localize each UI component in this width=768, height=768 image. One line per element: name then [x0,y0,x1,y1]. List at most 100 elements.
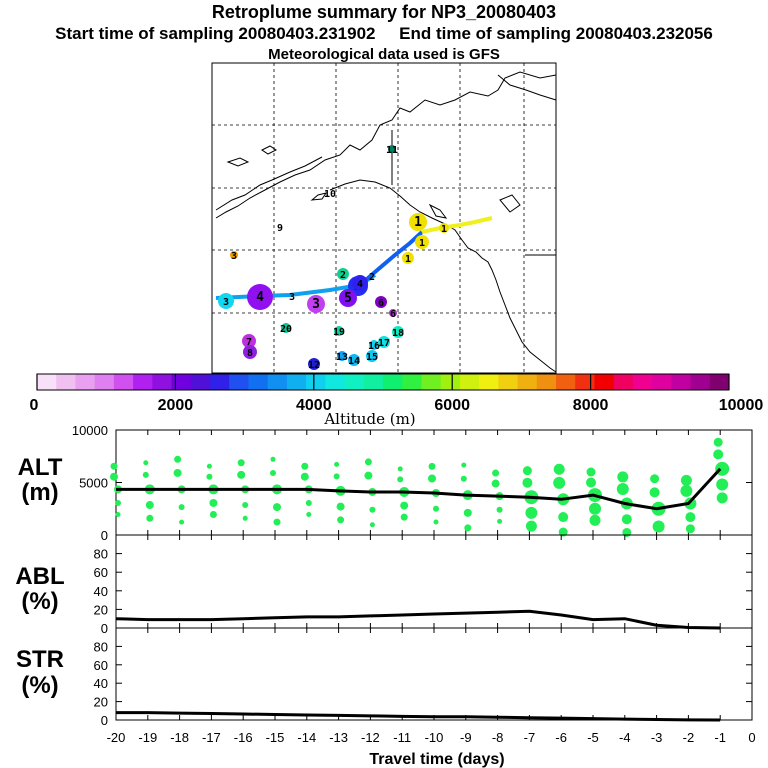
map-marker: 3 [289,292,295,303]
map-marker: 5 [339,289,357,307]
altitude-point [273,518,281,526]
map-marker-label: 2 [340,270,346,281]
chart-title: Retroplume summary for NP3_20080403 [211,2,557,22]
y-tick-label: 0 [101,621,108,636]
altitude-point [333,473,340,480]
altitude-point [209,498,218,507]
altitude-point [713,449,724,460]
altitude-point [206,463,212,469]
altitude-point [206,473,213,480]
map-marker-label: 11 [386,145,398,156]
sampling-times: Start time of sampling 20080403.231902 E… [0,24,768,44]
altitude-point [617,471,629,483]
x-tick-label: -1 [714,730,726,745]
map-marker-label: 17 [378,338,390,349]
altitude-point [209,511,217,519]
x-tick-label: -8 [492,730,504,745]
altitude-point [142,471,149,478]
map-marker-dot [242,334,256,348]
altitude-point [589,502,601,515]
altitude-point [650,474,660,484]
map-marker: 20 [280,323,292,335]
map-marker-label: 3 [312,297,320,312]
altitude-point [300,472,309,481]
map-marker-dot [369,340,379,350]
x-tick-label: -14 [297,730,316,745]
map-marker-dot [392,326,404,338]
str-unit: (%) [21,672,58,699]
altitude-point [492,469,500,477]
map-marker: 10 [324,189,336,200]
colorbar-swatch [344,374,365,390]
x-tick-label: -4 [619,730,631,745]
coastlines [215,71,557,373]
colorbar-swatch [671,374,692,390]
map-marker: 13 [336,351,348,363]
altitude-point [685,512,696,523]
map-marker-dot [281,323,291,333]
map-marker-dot [402,252,414,264]
x-tick-label: -7 [524,730,536,745]
colorbar-swatch [75,374,96,390]
map-marker: 4 [247,284,273,310]
map-marker-dot [230,251,238,259]
x-tick-label: -11 [393,730,411,745]
map-marker-label: 4 [357,279,363,290]
map-marker-label: 1 [419,238,425,249]
altitude-point [616,483,629,496]
map-marker-dot [243,345,257,359]
altitude-point [179,519,185,525]
colorbar-tick-label: 6000 [434,397,470,414]
x-tick-label: -13 [329,730,348,745]
x-tick-label: -17 [202,730,221,745]
colorbar-swatch [536,374,557,390]
y-tick-label: 0 [101,528,108,543]
altitude-point [553,476,566,489]
colorbar-swatch [594,374,615,390]
colorbar-swatch [248,374,269,390]
colorbar-swatch [575,374,595,390]
colorbar-swatch [363,374,384,390]
map-marker: 1 [402,252,414,265]
colorbar-swatch [267,374,288,390]
colorbar-swatch [133,374,153,390]
x-tick-label: -19 [138,730,157,745]
altitude-point [652,520,665,533]
y-tick-label: 0 [101,713,108,728]
altitude-point [680,474,692,486]
colorbar-tick-label: 10000 [719,397,764,414]
altitude-point [680,484,693,497]
altitude-point [270,469,276,476]
x-tick-label: -3 [651,730,663,745]
altitude-point [369,506,376,513]
altitude-point [713,437,723,447]
altitude-point [334,461,340,467]
altitude-point [464,524,472,532]
map-marker: 19 [333,326,345,338]
altitude-point [364,471,373,480]
abl-unit: (%) [21,588,58,615]
colorbar-swatch [325,374,346,390]
map-marker: 3 [218,293,234,309]
colorbar-tick-label: 8000 [573,397,609,414]
map-marker-dot [409,213,427,231]
altitude-point [622,527,632,537]
altitude-point [589,514,601,526]
colorbar-swatch [56,374,76,390]
altitude-point [174,455,182,463]
altitude-point [242,502,249,509]
x-tick-label: -6 [555,730,567,745]
altitude-point [461,462,467,468]
colorbar-tick-label: 0 [30,397,39,414]
x-tick-label: -5 [587,730,599,745]
map-marker-dot [337,351,347,361]
x-tick-label: -16 [234,730,253,745]
y-tick-label: 80 [94,547,108,562]
altitude-point [146,514,154,522]
map-marker-label: 16 [368,341,380,352]
altitude-point [115,499,121,506]
altitude-point [558,527,568,537]
altitude-point [242,515,248,521]
y-tick-label: 80 [94,639,108,654]
